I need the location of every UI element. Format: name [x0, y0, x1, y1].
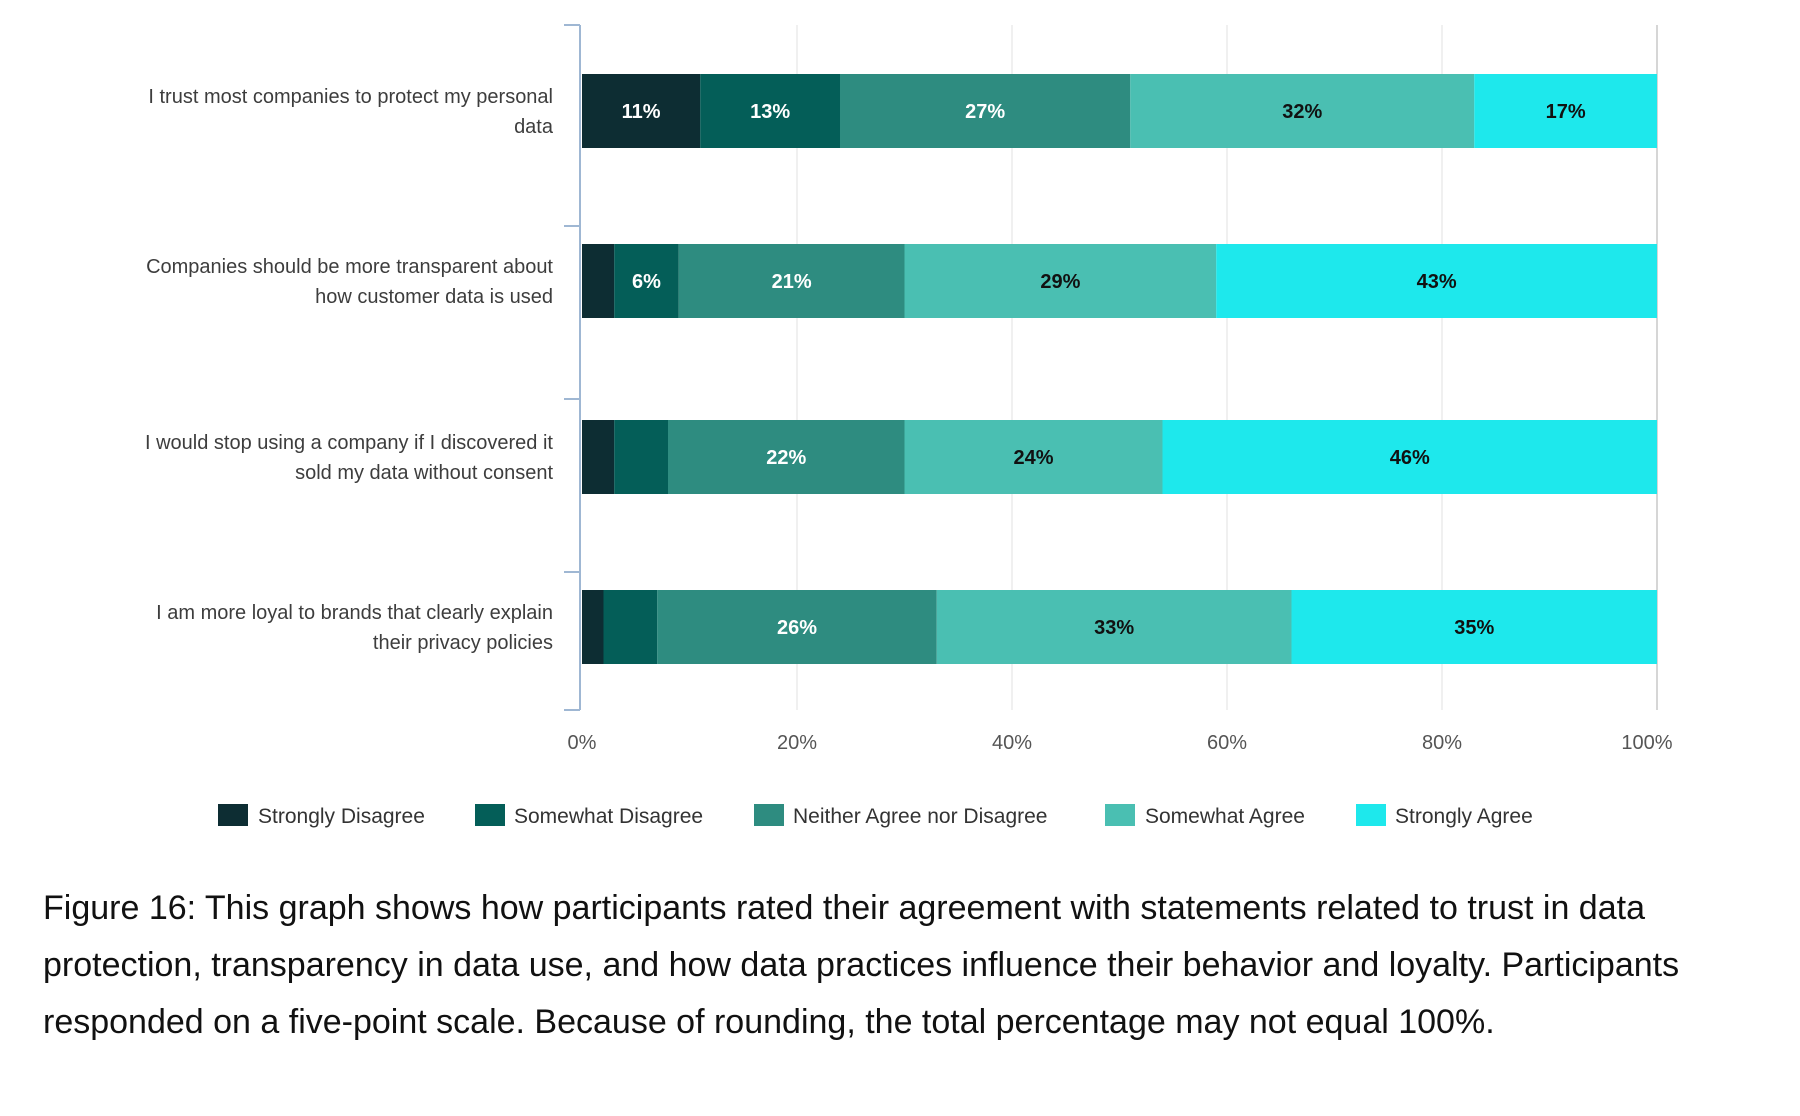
bar-segment	[840, 74, 1131, 148]
axes	[564, 24, 581, 711]
bar-segment	[936, 590, 1292, 664]
bar-value-label: 35%	[1454, 617, 1494, 639]
legend: Strongly Disagree Somewhat Disagree Neithe…	[218, 804, 1533, 828]
figure-caption: Figure 16: This graph shows how particip…	[43, 889, 1680, 1041]
bar-segment	[1130, 74, 1475, 148]
bar-segment	[582, 74, 701, 148]
stacked-bar-chart: 11% 13% 27% 32% 17% 6% 21% 29% 43% 22% 24% 46% 26% 33…	[145, 24, 1673, 828]
bar-segment	[614, 244, 679, 318]
x-tick-label: 80%	[1422, 732, 1462, 754]
bar-value-label: 21%	[772, 271, 812, 293]
bar-value-label: 22%	[766, 447, 806, 469]
bar-segment	[668, 420, 905, 494]
bar-segment	[582, 590, 604, 664]
x-tick-label: 0%	[568, 732, 597, 754]
bar-value-label: 11%	[622, 101, 661, 123]
bar-value-label: 29%	[1040, 271, 1080, 293]
category-label: I would stop using a company if I discov…	[145, 432, 553, 454]
bar-segment	[657, 590, 937, 664]
category-labels: I trust most companies to protect my per…	[145, 86, 554, 654]
bar-value-label: 33%	[1094, 617, 1134, 639]
bar-segment	[700, 74, 840, 148]
legend-label: Somewhat Agree	[1145, 805, 1305, 828]
bar-value-label: 6%	[632, 271, 661, 293]
bar-segment	[582, 420, 615, 494]
category-label: how customer data is used	[315, 286, 553, 308]
bar-segment	[678, 244, 905, 318]
bar-segment	[614, 420, 668, 494]
legend-label: Neither Agree nor Disagree	[793, 805, 1047, 828]
bar-segment	[603, 590, 658, 664]
category-label: their privacy policies	[373, 632, 553, 654]
category-label: sold my data without consent	[295, 462, 553, 484]
category-label: Companies should be more transparent abo…	[146, 256, 553, 278]
bar-segment	[1474, 74, 1657, 148]
bar-segment	[1291, 590, 1657, 664]
bar-segment	[904, 244, 1217, 318]
legend-label: Somewhat Disagree	[514, 805, 703, 828]
x-tick-label: 40%	[992, 732, 1032, 754]
category-label: I trust most companies to protect my per…	[148, 86, 553, 108]
legend-swatch	[475, 804, 505, 826]
legend-swatch	[1356, 804, 1386, 826]
bar-segment	[904, 420, 1163, 494]
legend-label: Strongly Agree	[1395, 805, 1533, 828]
x-tick-label: 20%	[777, 732, 817, 754]
bar-value-label: 43%	[1417, 271, 1457, 293]
bars: 11% 13% 27% 32% 17% 6% 21% 29% 43% 22% 24% 46% 26% 33…	[582, 74, 1657, 664]
legend-swatch	[754, 804, 784, 826]
bar-value-label: 46%	[1390, 447, 1430, 469]
x-tick-label: 100%	[1621, 732, 1672, 754]
bar-value-label: 32%	[1282, 101, 1322, 123]
bar-value-label: 26%	[777, 617, 817, 639]
category-label: I am more loyal to brands that clearly e…	[156, 602, 553, 624]
category-label: data	[514, 116, 554, 138]
legend-swatch	[1105, 804, 1135, 826]
legend-label: Strongly Disagree	[258, 805, 425, 828]
x-tick-label: 60%	[1207, 732, 1247, 754]
bar-value-label: 17%	[1546, 101, 1586, 123]
bar-value-label: 24%	[1013, 447, 1053, 469]
bar-segment	[1162, 420, 1657, 494]
bar-segment	[582, 244, 615, 318]
bar-segment	[1216, 244, 1657, 318]
bar-value-label: 27%	[965, 101, 1005, 123]
legend-swatch	[218, 804, 248, 826]
bar-value-label: 13%	[750, 101, 790, 123]
x-tick-labels: 0% 20% 40% 60% 80% 100%	[568, 732, 1673, 754]
